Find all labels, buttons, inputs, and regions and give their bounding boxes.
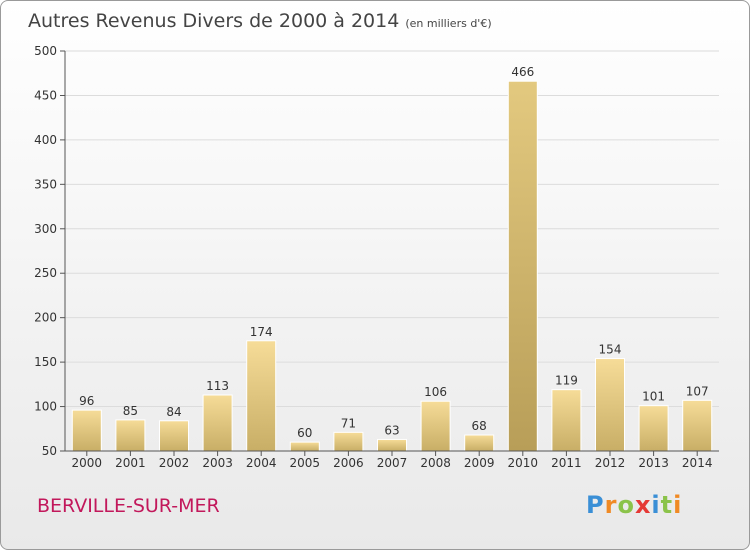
bar-value-label: 68 [472, 419, 487, 433]
bar-value-label: 107 [686, 384, 709, 398]
bar-2002 [159, 420, 189, 452]
bar-2009 [464, 434, 495, 452]
proxiti-logo: Proxiti [586, 491, 682, 519]
bar-value-label: 60 [297, 426, 312, 440]
y-tick-label: 300 [34, 222, 57, 236]
logo-letter: x [634, 491, 652, 519]
logo-letter: r [604, 491, 618, 519]
bar-2013 [638, 405, 669, 452]
chart-unit-note: (en milliers d'€) [405, 17, 492, 30]
bar-2014 [682, 399, 713, 452]
bar-2003 [202, 394, 233, 452]
logo-letter: i [651, 491, 661, 519]
x-tick-label: 2005 [290, 456, 321, 470]
x-tick-label: 2003 [202, 456, 233, 470]
x-tick-label: 2009 [464, 456, 495, 470]
x-tick-label: 2012 [595, 456, 626, 470]
y-tick-label: 50 [42, 444, 57, 458]
y-tick-label: 100 [34, 400, 57, 414]
bar-value-label: 119 [555, 374, 578, 388]
x-tick-label: 2004 [246, 456, 277, 470]
bar-value-label: 84 [166, 405, 181, 419]
x-tick-label: 2006 [333, 456, 364, 470]
bar-value-label: 96 [79, 394, 94, 408]
bar-value-label: 154 [599, 343, 622, 357]
bar-2007 [377, 438, 407, 452]
commune-name: BERVILLE-SUR-MER [37, 495, 220, 517]
y-tick-label: 500 [34, 44, 57, 58]
logo-letter: o [617, 491, 635, 519]
bar-2000 [71, 409, 102, 452]
x-tick-label: 2007 [377, 456, 408, 470]
x-tick-label: 2000 [72, 456, 103, 470]
bar-2005 [289, 441, 320, 452]
chart-title: Autres Revenus Divers de 2000 à 2014 (en … [28, 10, 492, 32]
bar-2008 [420, 400, 451, 452]
bar-2011 [551, 389, 582, 452]
x-tick-label: 2001 [115, 456, 146, 470]
bar-value-label: 63 [384, 423, 399, 437]
bar-value-label: 71 [341, 416, 356, 430]
bar-value-label: 113 [206, 379, 229, 393]
logo-letter: P [586, 491, 605, 519]
x-tick-label: 2010 [508, 456, 539, 470]
y-tick-label: 400 [34, 133, 57, 147]
y-tick-label: 450 [34, 88, 57, 102]
bar-2010 [507, 80, 538, 452]
y-tick-label: 350 [34, 177, 57, 191]
bar-value-label: 106 [424, 385, 447, 399]
x-tick-label: 2014 [682, 456, 713, 470]
chart-title-main: Autres Revenus Divers de 2000 à 2014 [28, 10, 400, 32]
logo-letter: t [660, 491, 674, 519]
bar-value-label: 174 [250, 325, 273, 339]
bar-2006 [333, 431, 364, 452]
y-tick-label: 250 [34, 266, 57, 280]
x-tick-label: 2011 [551, 456, 582, 470]
bar-2004 [246, 340, 277, 452]
x-tick-label: 2008 [420, 456, 451, 470]
bar-value-label: 101 [642, 390, 665, 404]
x-tick-label: 2002 [159, 456, 190, 470]
y-tick-label: 150 [34, 355, 57, 369]
bar-value-label: 85 [123, 404, 138, 418]
x-tick-label: 2013 [638, 456, 669, 470]
bar-2012 [595, 358, 625, 452]
y-tick-label: 200 [34, 311, 57, 325]
bar-2001 [115, 419, 146, 452]
logo-letter: i [673, 491, 683, 519]
bar-value-label: 466 [511, 65, 534, 79]
